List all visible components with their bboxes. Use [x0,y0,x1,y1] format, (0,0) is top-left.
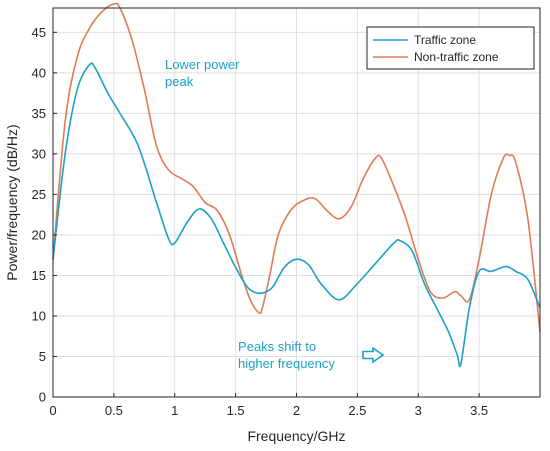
y-axis-title: Power/frequency (dB/Hz) [4,124,20,280]
y-tick-label: 40 [32,65,46,80]
annotation-line: peak [165,74,194,89]
ticks-x: 0 0.5 1 1.5 2 2.5 3 3.5 [49,393,488,418]
x-tick-label: 2.5 [348,403,366,418]
y-tick-label: 35 [32,106,46,121]
x-tick-label: 1.5 [227,403,245,418]
annotations: Lower power peak Peaks shift to higher f… [165,57,385,371]
y-tick-label: 10 [32,308,46,323]
series-layer [52,2,541,368]
legend-box [366,26,535,70]
annotation-peaks-shift: Peaks shift to higher frequency [238,339,335,371]
x-axis-title: Frequency/GHz [247,428,345,444]
y-tick-label: 25 [32,187,46,202]
y-tick-label: 0 [39,390,46,405]
annotation-lower-power-peak: Lower power peak [165,57,243,89]
series-line-non-traffic-zone [52,2,541,333]
y-tick-label: 20 [32,227,46,242]
legend-label-traffic-zone: Traffic zone [414,33,476,47]
arrow-right-icon [362,346,385,364]
annotation-line: higher frequency [238,356,335,371]
ticks-y: 0 5 10 15 20 25 30 35 40 45 [32,25,57,405]
series-line-traffic-zone [52,62,541,368]
y-tick-label: 30 [32,146,46,161]
y-tick-label: 5 [39,349,46,364]
annotation-line: Lower power [165,57,240,72]
legend: Traffic zone Non-traffic zone [366,26,535,70]
legend-label-non-traffic-zone: Non-traffic zone [414,50,499,64]
y-tick-label: 45 [32,25,46,40]
x-tick-label: 3.5 [470,403,488,418]
y-tick-label: 15 [32,268,46,283]
x-tick-label: 3 [415,403,422,418]
x-tick-label: 0.5 [105,403,123,418]
x-tick-label: 2 [293,403,300,418]
x-tick-label: 0 [49,403,56,418]
x-tick-label: 1 [171,403,178,418]
annotation-line: Peaks shift to [238,339,316,354]
